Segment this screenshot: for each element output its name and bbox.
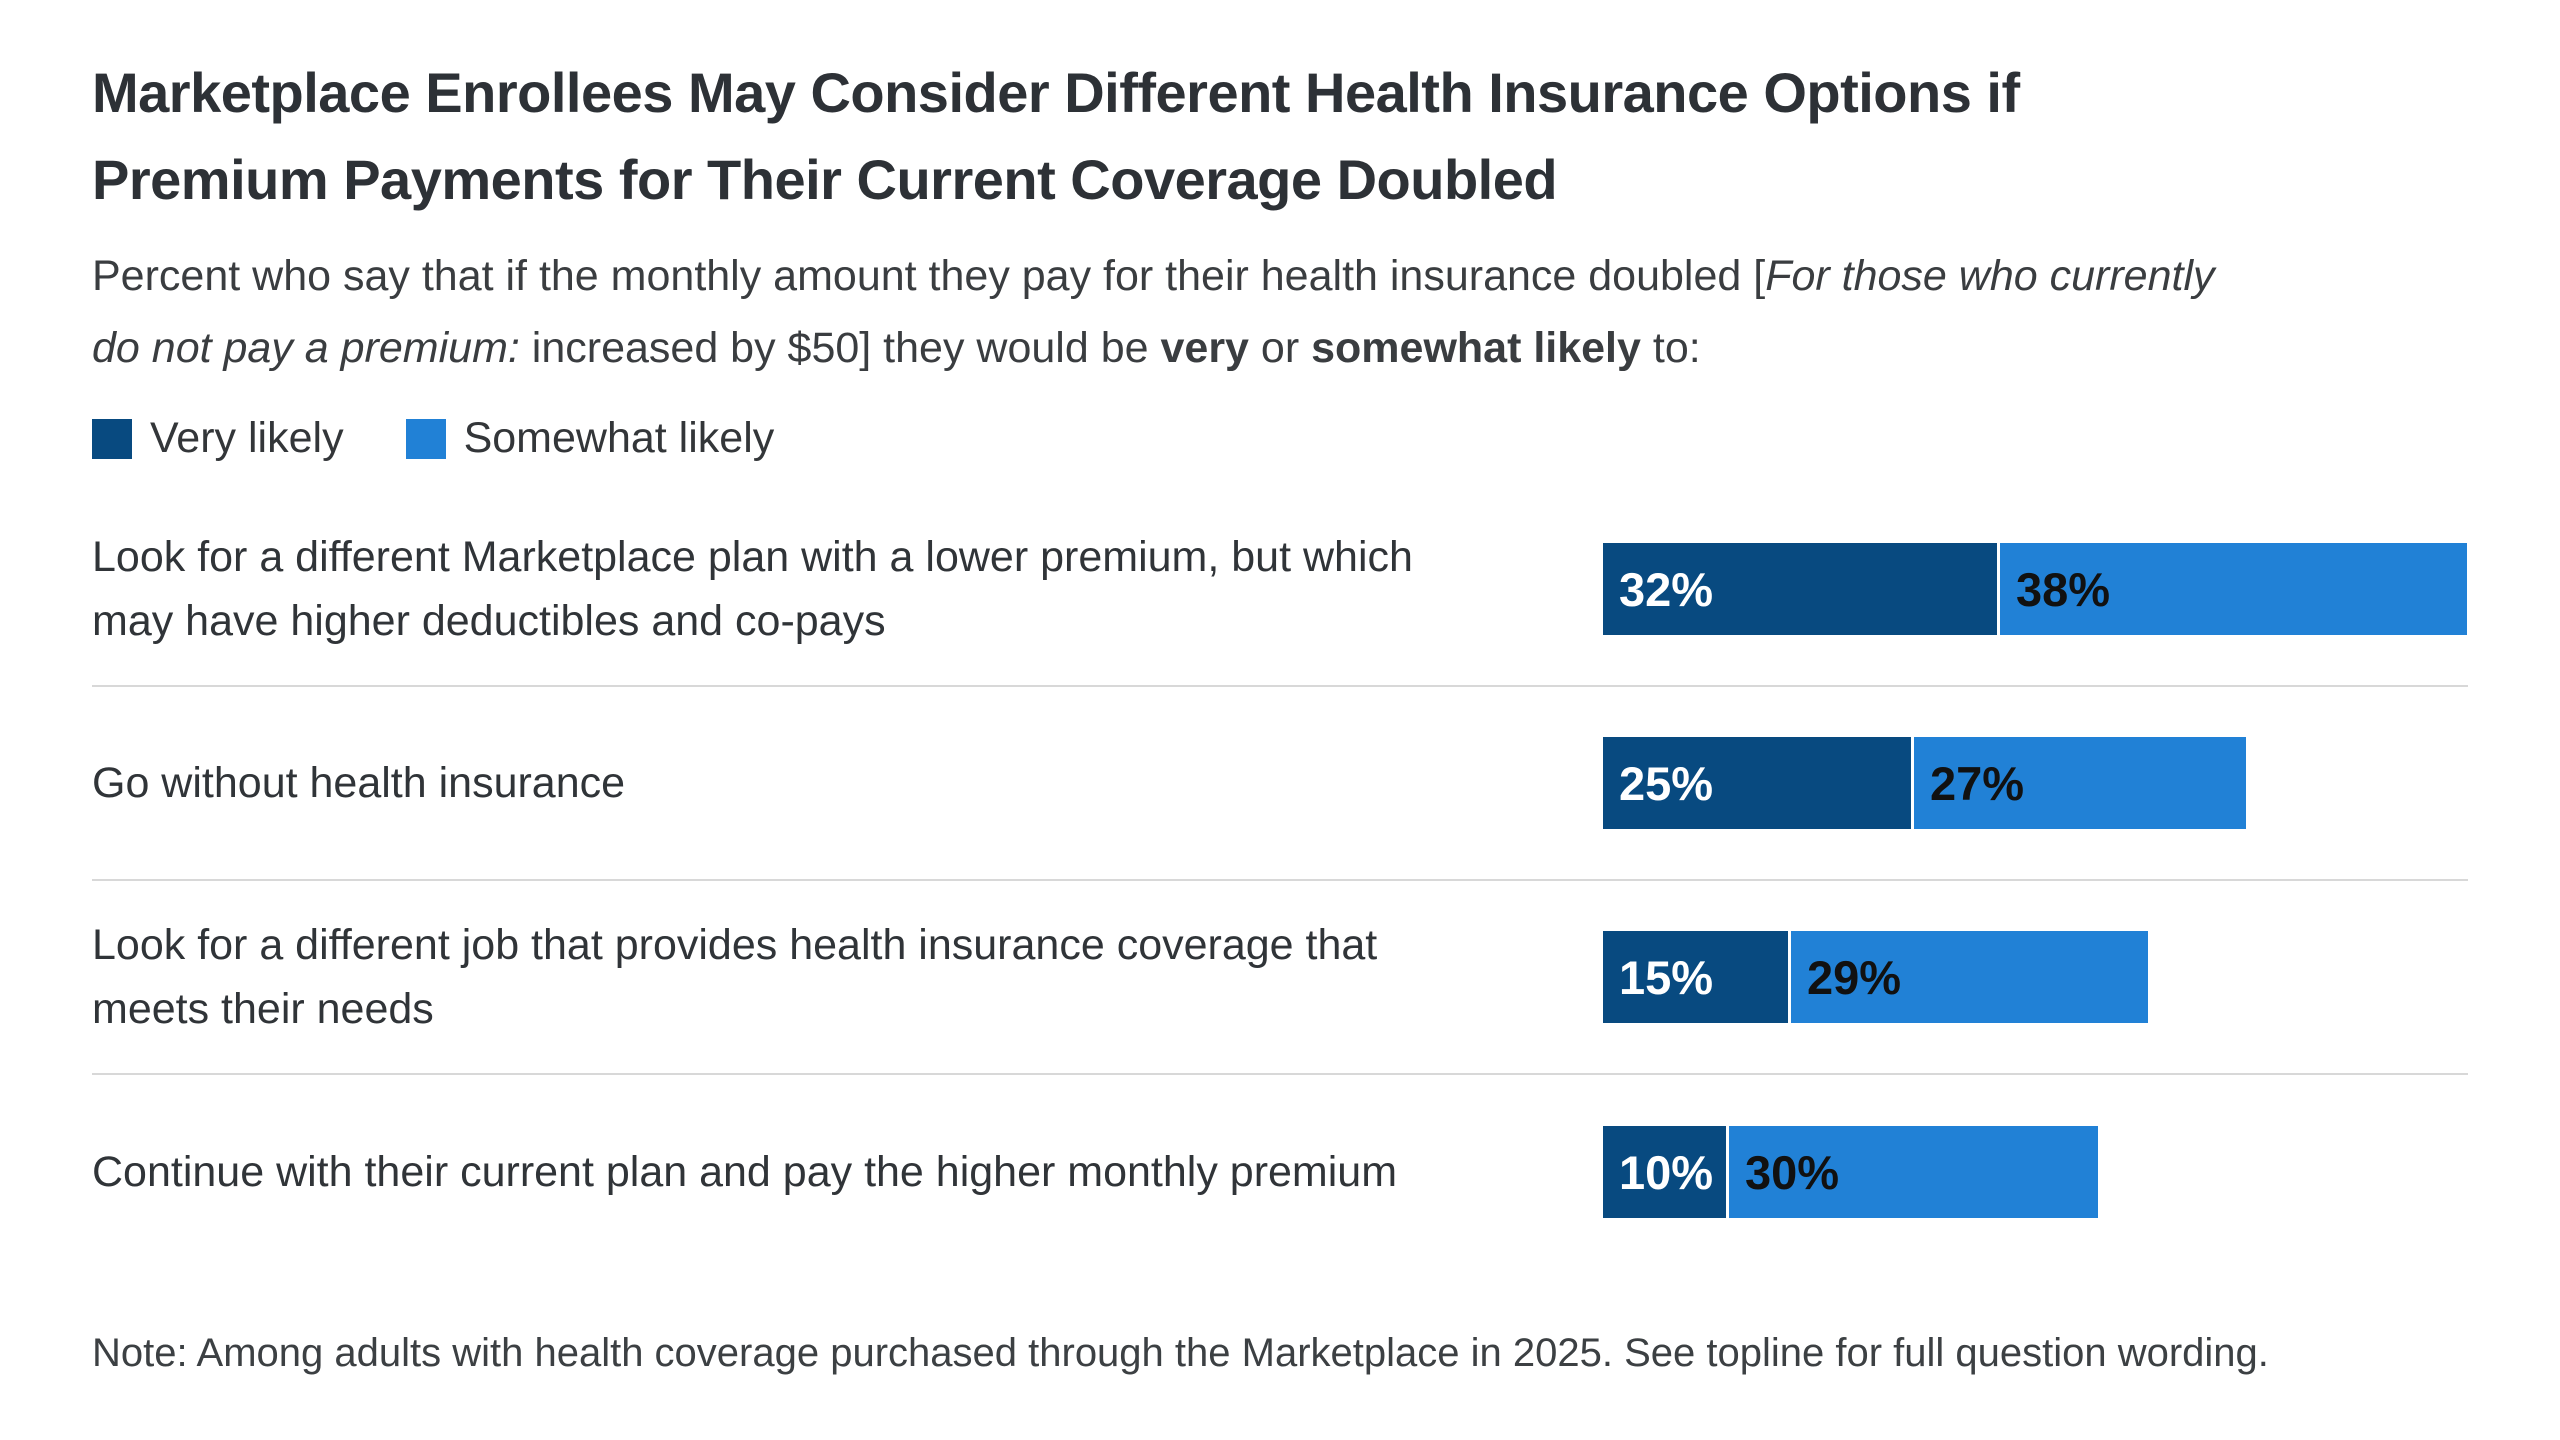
chart-row: Continue with their current plan and pay… xyxy=(92,1075,2468,1269)
legend-item: Very likely xyxy=(92,414,344,463)
subtitle-segment: or xyxy=(1248,323,1312,372)
subtitle-segment: somewhat likely xyxy=(1311,323,1641,372)
bar-track: 15% 29% xyxy=(1603,931,2148,1024)
bar-value-label: 25% xyxy=(1619,756,1714,810)
chart-row: Go without health insurance 25% 27% xyxy=(92,687,2468,882)
bar-value-label: 38% xyxy=(2016,562,2111,616)
bar-segment-very-likely: 25% xyxy=(1603,737,1911,830)
bar-value-label: 15% xyxy=(1619,950,1714,1004)
bar-track: 25% 27% xyxy=(1603,737,2246,830)
chart-legend: Very likely Somewhat likely xyxy=(92,414,2468,463)
legend-label: Somewhat likely xyxy=(463,414,775,463)
page-title: Marketplace Enrollees May Consider Diffe… xyxy=(92,50,2468,224)
row-label-text: Continue with their current plan and pay… xyxy=(92,1147,1398,1196)
bar-value-label: 32% xyxy=(1619,562,1714,616)
row-label-text: Look for a different job that provides h… xyxy=(92,920,1378,1034)
row-label: Go without health insurance xyxy=(92,751,1603,816)
row-label-text: Go without health insurance xyxy=(92,758,626,807)
legend-label: Very likely xyxy=(150,414,344,463)
subtitle-segment: increased by $50] they would be xyxy=(519,323,1161,372)
page-title-line: Premium Payments for Their Current Cover… xyxy=(92,147,1558,211)
chart-row: Look for a different job that provides h… xyxy=(92,881,2468,1076)
legend-swatch-icon xyxy=(92,418,132,459)
row-label-text: Look for a different Marketplace plan wi… xyxy=(92,532,1413,646)
bar-value-label: 10% xyxy=(1619,1145,1714,1199)
chart-subtitle: Percent who say that if the monthly amou… xyxy=(92,240,2242,384)
row-label: Continue with their current plan and pay… xyxy=(92,1140,1603,1205)
bar-segment-very-likely: 10% xyxy=(1603,1126,1726,1219)
legend-item: Somewhat likely xyxy=(405,414,775,463)
bar-track: 10% 30% xyxy=(1603,1126,2098,1219)
bar-value-label: 27% xyxy=(1930,756,2025,810)
bar-segment-somewhat-likely: 29% xyxy=(1791,931,2148,1024)
row-label: Look for a different Marketplace plan wi… xyxy=(92,525,1603,654)
bar-value-label: 30% xyxy=(1745,1145,1840,1199)
subtitle-segment: to: xyxy=(1640,323,1701,372)
row-label: Look for a different job that provides h… xyxy=(92,913,1603,1042)
bar-segment-very-likely: 32% xyxy=(1603,543,1997,636)
legend-swatch-icon xyxy=(405,418,446,459)
bar-track: 32% 38% xyxy=(1603,543,2467,636)
subtitle-segment: For those who currently do not pay a pre… xyxy=(92,251,2215,372)
bar-segment-somewhat-likely: 30% xyxy=(1729,1126,2098,1219)
bar-segment-somewhat-likely: 27% xyxy=(1914,737,2246,830)
chart-rows: Look for a different Marketplace plan wi… xyxy=(92,493,2468,1269)
page-title-line: Marketplace Enrollees May Consider Diffe… xyxy=(92,61,2020,124)
bar-segment-somewhat-likely: 38% xyxy=(2000,543,2467,636)
bar-value-label: 29% xyxy=(1807,950,1902,1004)
chart-note: Note: Among adults with health coverage … xyxy=(92,1331,2269,1376)
subtitle-segment: very xyxy=(1160,323,1249,372)
chart-row: Look for a different Marketplace plan wi… xyxy=(92,493,2468,688)
subtitle-segment: Percent who say that if the monthly amou… xyxy=(92,251,1766,300)
bar-segment-very-likely: 15% xyxy=(1603,931,1788,1024)
